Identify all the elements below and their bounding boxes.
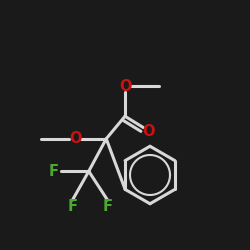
- Text: F: F: [102, 199, 113, 214]
- Text: F: F: [68, 199, 78, 214]
- Text: O: O: [119, 79, 131, 94]
- Text: F: F: [49, 164, 59, 179]
- Text: O: O: [69, 131, 81, 146]
- Text: O: O: [142, 124, 155, 139]
